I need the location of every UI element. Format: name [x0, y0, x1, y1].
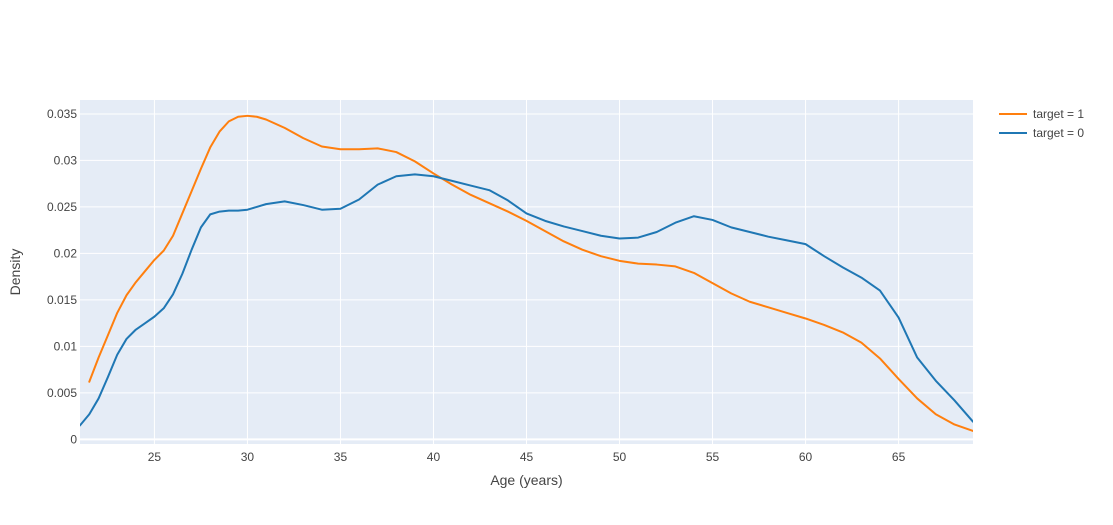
y-tick-label: 0.005	[47, 386, 77, 400]
legend-item[interactable]: target = 0	[999, 126, 1084, 140]
x-tick-label: 65	[892, 450, 906, 464]
legend-item[interactable]: target = 1	[999, 107, 1084, 121]
legend-label: target = 0	[1033, 126, 1084, 140]
y-tick-label: 0.01	[54, 339, 78, 353]
y-tick-label: 0.03	[54, 153, 78, 167]
x-tick-label: 40	[427, 450, 441, 464]
series-lines	[80, 114, 973, 432]
x-tick-label: 55	[706, 450, 720, 464]
x-tick-label: 35	[334, 450, 348, 464]
x-tick-label: 50	[613, 450, 627, 464]
y-tick-label: 0.025	[47, 200, 77, 214]
x-tick-label: 25	[148, 450, 162, 464]
legend-label: target = 1	[1033, 107, 1084, 121]
y-axis-title: Density	[7, 249, 23, 296]
y-axis-ticks: 0 0.005 0.01 0.015 0.02 0.025 0.03 0.035	[47, 107, 77, 446]
x-axis-ticks: 25 30 35 40 45 50 55 60 65	[148, 450, 906, 464]
x-tick-label: 45	[520, 450, 534, 464]
y-tick-label: 0	[70, 432, 77, 446]
x-tick-label: 30	[241, 450, 255, 464]
x-tick-label: 60	[799, 450, 813, 464]
y-tick-label: 0.02	[54, 246, 78, 260]
grid-lines	[80, 100, 973, 444]
y-tick-label: 0.015	[47, 293, 77, 307]
legend[interactable]: target = 1 target = 0	[999, 107, 1084, 140]
x-axis-title: Age (years)	[490, 472, 562, 488]
y-tick-label: 0.035	[47, 107, 77, 121]
series-line-2[interactable]	[80, 173, 973, 427]
